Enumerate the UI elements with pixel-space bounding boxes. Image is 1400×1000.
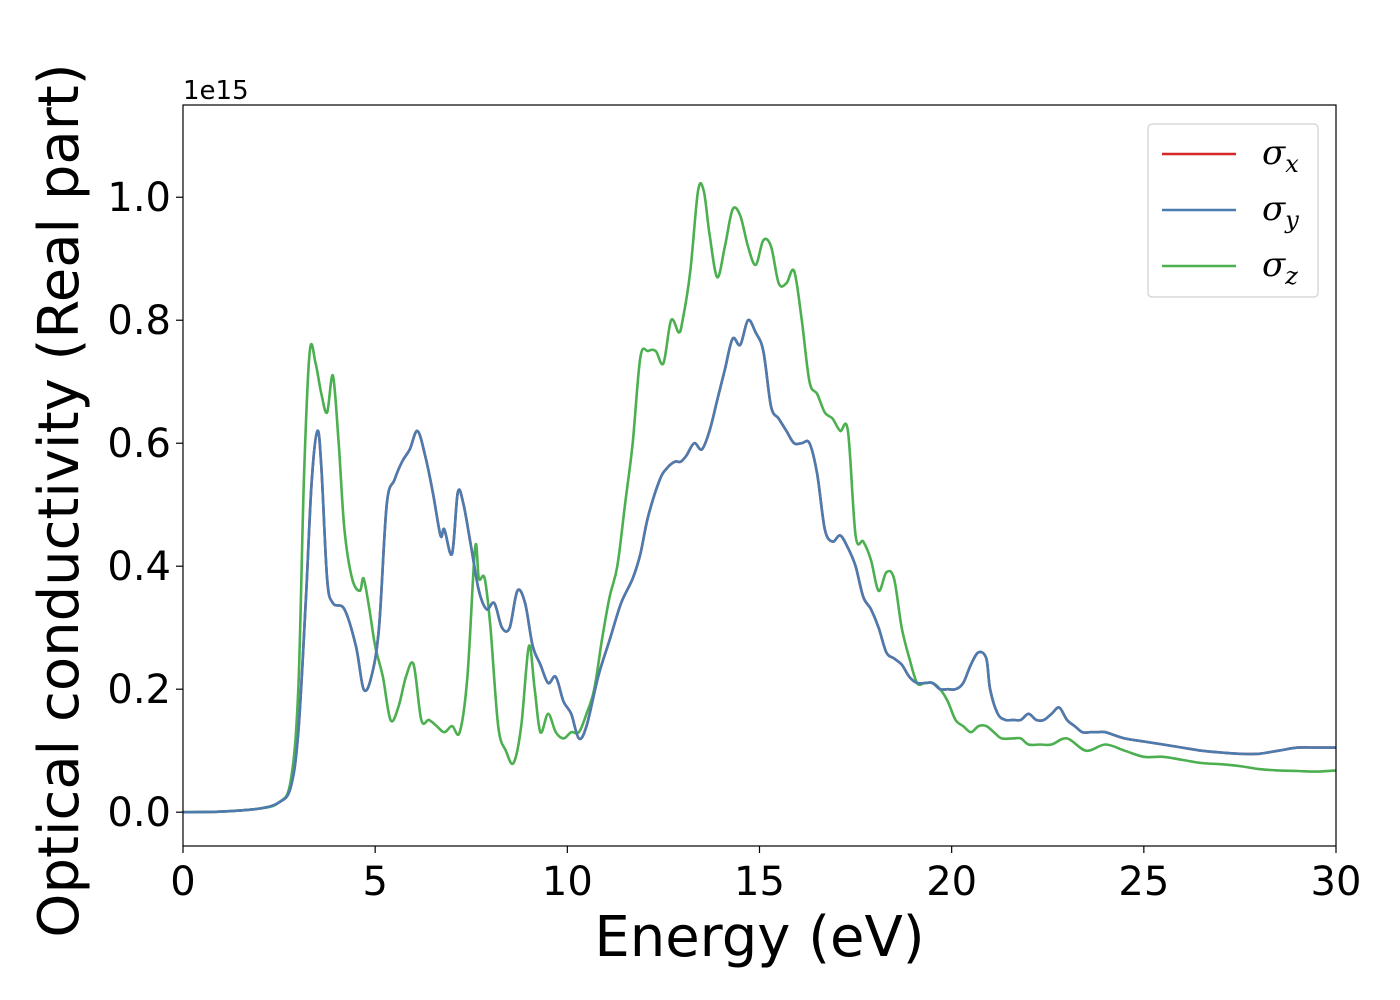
x-tick-label: 30 xyxy=(1311,859,1362,905)
series-line-sigma-x xyxy=(183,318,1336,814)
y-tick-label: 0.4 xyxy=(107,544,171,590)
legend-subscript: y xyxy=(1284,206,1299,234)
legend-symbol: σ xyxy=(1262,133,1286,173)
ticks-layer: 0 5 10 15 20 25 30 0.0 0.2 0.4 0.6 0.8 1.0 xyxy=(107,175,1361,905)
x-tick-label: 0 xyxy=(170,859,195,905)
y-offset-label: 1e15 xyxy=(183,76,249,106)
series-line-sigma-z xyxy=(183,182,1336,814)
y-tick-label: 0.6 xyxy=(107,421,171,467)
legend-label-sigma-z: σz xyxy=(1262,245,1298,290)
legend-label-sigma-x: σx xyxy=(1262,133,1299,178)
legend-subscript: x xyxy=(1285,150,1299,178)
x-tick-label: 5 xyxy=(362,859,387,905)
series-layer xyxy=(183,182,1336,814)
legend-subscript: z xyxy=(1284,262,1298,290)
x-tick-label: 10 xyxy=(542,859,593,905)
legend-symbol: σ xyxy=(1262,245,1286,285)
y-tick-label: 1.0 xyxy=(107,175,171,221)
y-tick-label: 0.2 xyxy=(107,667,171,713)
x-tick-label: 20 xyxy=(926,859,977,905)
series-line-sigma-y xyxy=(183,318,1336,814)
x-axis-label: Energy (eV) xyxy=(594,905,924,970)
x-tick-label: 25 xyxy=(1118,859,1169,905)
legend-symbol: σ xyxy=(1262,189,1286,229)
y-tick-label: 0.0 xyxy=(107,790,171,836)
y-tick-label: 0.8 xyxy=(107,298,171,344)
x-tick-label: 15 xyxy=(734,859,785,905)
legend-label-sigma-y: σy xyxy=(1262,189,1299,234)
y-axis-label: Optical conductivity (Real part) xyxy=(27,63,92,937)
